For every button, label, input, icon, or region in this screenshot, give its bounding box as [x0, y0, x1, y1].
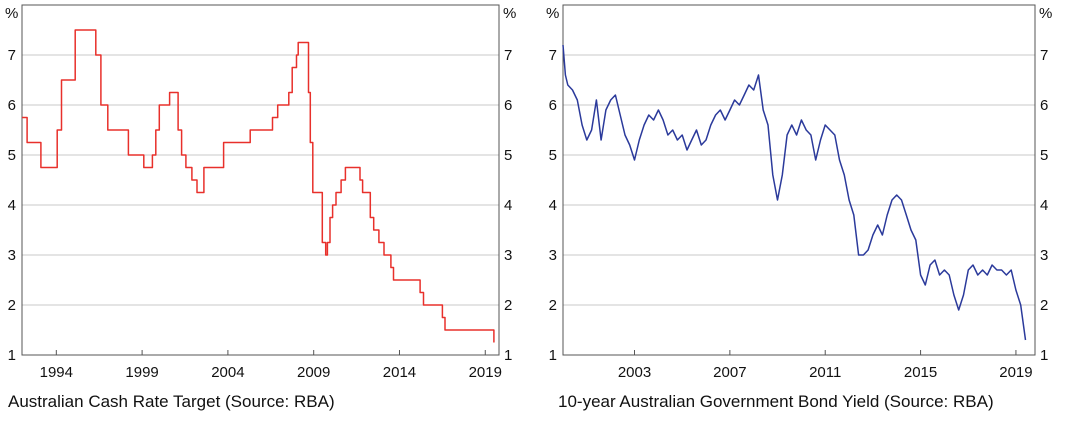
x-tick-label: 1999: [125, 364, 158, 381]
y-tick-label-left: 2: [549, 297, 557, 314]
y-tick-label-right: 7: [504, 47, 512, 64]
bond-yield-chart: 1 1 2 2 3 3 4 4 5 5 6 6 7 7% % 2003 2007 2011 2015 2019: [546, 4, 1052, 381]
x-tick-label: 2015: [904, 364, 937, 381]
y-tick-label-left: 4: [8, 197, 16, 214]
series-line-0: [562, 44, 1027, 341]
y-tick-label-right: 6: [504, 97, 512, 114]
y-tick-label-left: 3: [549, 247, 557, 264]
y-tick-label-left: 5: [8, 147, 16, 164]
y-tick-label-right: 1: [1040, 347, 1048, 364]
plot-frame: [562, 4, 1036, 356]
y-tick-label-left: 1: [8, 347, 16, 364]
series-line-0: [22, 29, 495, 343]
y-tick-label-right: 1: [504, 347, 512, 364]
y-unit-right: %: [503, 5, 516, 22]
cash-rate-chart-title: Australian Cash Rate Target (Source: RBA…: [8, 392, 335, 411]
plot-frame: [21, 4, 500, 356]
y-unit-right: %: [1039, 5, 1052, 22]
x-tick-label: 2019: [469, 364, 502, 381]
y-tick-label-right: 5: [504, 147, 512, 164]
y-tick-label-right: 7: [1040, 47, 1048, 64]
y-tick-label-left: 7: [8, 47, 16, 64]
x-tick-label: 1994: [40, 364, 73, 381]
cash-rate-chart: 1 1 2 2 3 3 4 4 5 5 6 6 7 7% % 1994 1999 2004 2009 2014 2019: [5, 4, 516, 381]
y-tick-label-left: 7: [549, 47, 557, 64]
y-tick-label-left: 6: [549, 97, 557, 114]
y-tick-label-right: 2: [1040, 297, 1048, 314]
y-unit-left: %: [546, 5, 559, 22]
x-tick-label: 2004: [211, 364, 244, 381]
y-tick-label-right: 3: [504, 247, 512, 264]
x-tick-label: 2011: [809, 364, 841, 381]
y-tick-label-right: 2: [504, 297, 512, 314]
y-unit-left: %: [5, 5, 18, 22]
y-tick-label-left: 1: [549, 347, 557, 364]
y-tick-label-left: 2: [8, 297, 16, 314]
y-tick-label-left: 6: [8, 97, 16, 114]
x-tick-label: 2019: [999, 364, 1032, 381]
y-tick-label-left: 4: [549, 197, 557, 214]
y-tick-label-right: 4: [1040, 197, 1048, 214]
x-tick-label: 2014: [383, 364, 416, 381]
y-tick-label-right: 6: [1040, 97, 1048, 114]
x-tick-label: 2003: [618, 364, 651, 381]
y-tick-label-left: 5: [549, 147, 557, 164]
y-tick-label-right: 3: [1040, 247, 1048, 264]
y-tick-label-right: 5: [1040, 147, 1048, 164]
x-tick-label: 2009: [297, 364, 330, 381]
bond-yield-chart-title: 10-year Australian Government Bond Yield…: [558, 392, 994, 411]
x-tick-label: 2007: [713, 364, 746, 381]
y-tick-label-left: 3: [8, 247, 16, 264]
y-tick-label-right: 4: [504, 197, 512, 214]
